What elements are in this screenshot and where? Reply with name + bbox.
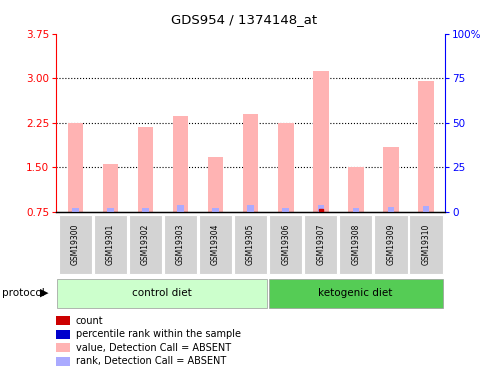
FancyBboxPatch shape [338, 215, 372, 274]
Text: GSM19303: GSM19303 [176, 224, 184, 266]
FancyBboxPatch shape [163, 215, 197, 274]
Bar [382, 147, 398, 212]
Bar [212, 209, 218, 212]
Text: GSM19301: GSM19301 [106, 224, 115, 266]
Text: protocol: protocol [2, 288, 45, 298]
Bar [72, 209, 79, 212]
Bar [107, 209, 113, 212]
Bar [387, 207, 393, 212]
FancyBboxPatch shape [373, 215, 407, 274]
Text: ketogenic diet: ketogenic diet [318, 288, 392, 298]
FancyBboxPatch shape [268, 215, 302, 274]
Text: GSM19308: GSM19308 [350, 224, 360, 266]
Text: ▶: ▶ [40, 288, 48, 298]
FancyBboxPatch shape [57, 279, 267, 308]
Text: GSM19302: GSM19302 [141, 224, 150, 266]
Text: GSM19305: GSM19305 [245, 224, 255, 266]
FancyBboxPatch shape [198, 215, 232, 274]
Text: GSM19304: GSM19304 [211, 224, 220, 266]
Text: GSM19307: GSM19307 [316, 224, 325, 266]
Bar [277, 123, 293, 212]
Bar [172, 116, 188, 212]
Bar [352, 209, 358, 212]
Bar [142, 209, 148, 212]
Bar [207, 157, 223, 212]
Bar [242, 114, 258, 212]
FancyBboxPatch shape [233, 215, 267, 274]
Bar [138, 127, 153, 212]
FancyBboxPatch shape [59, 215, 92, 274]
Bar [317, 205, 323, 212]
FancyBboxPatch shape [268, 279, 442, 308]
Bar [282, 209, 288, 212]
Text: value, Detection Call = ABSENT: value, Detection Call = ABSENT [76, 343, 230, 352]
Text: GDS954 / 1374148_at: GDS954 / 1374148_at [171, 13, 317, 26]
FancyBboxPatch shape [128, 215, 162, 274]
Text: control diet: control diet [132, 288, 192, 298]
FancyBboxPatch shape [303, 215, 337, 274]
Text: GSM19310: GSM19310 [420, 224, 429, 266]
FancyBboxPatch shape [94, 215, 127, 274]
Bar [312, 70, 328, 212]
FancyBboxPatch shape [408, 215, 442, 274]
Bar [417, 81, 433, 212]
Text: percentile rank within the sample: percentile rank within the sample [76, 329, 240, 339]
Text: GSM19309: GSM19309 [386, 224, 394, 266]
Bar [247, 205, 253, 212]
Text: count: count [76, 316, 103, 326]
Text: rank, Detection Call = ABSENT: rank, Detection Call = ABSENT [76, 356, 225, 366]
Text: GSM19306: GSM19306 [281, 224, 289, 266]
Bar [67, 123, 83, 212]
Bar [347, 167, 363, 212]
Bar [422, 206, 428, 212]
Text: GSM19300: GSM19300 [71, 224, 80, 266]
Bar [177, 205, 183, 212]
Bar [102, 164, 118, 212]
